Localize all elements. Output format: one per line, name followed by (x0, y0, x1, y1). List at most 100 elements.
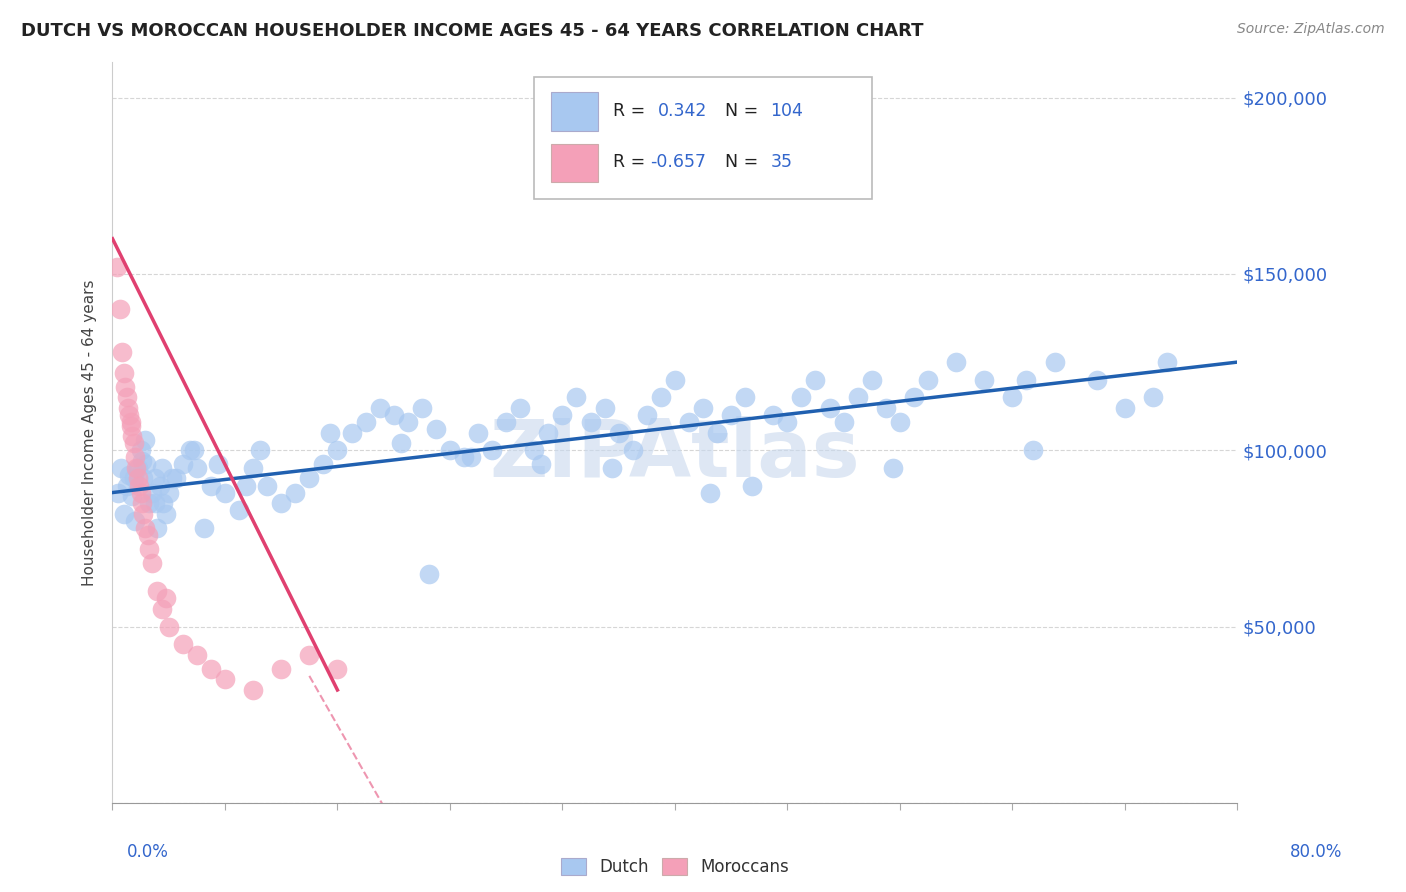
Point (762, 408, 785, 422)
Point (636, 408, 658, 422)
Point (172, 637, 194, 651)
Point (186, 648, 208, 662)
Point (607, 425, 630, 440)
Point (889, 415, 911, 429)
Point (860, 373, 883, 387)
Point (319, 425, 342, 440)
Point (131, 454, 153, 468)
Point (326, 443, 349, 458)
Text: DUTCH VS MOROCCAN HOUSEHOLDER INCOME AGES 45 - 64 YEARS CORRELATION CHART: DUTCH VS MOROCCAN HOUSEHOLDER INCOME AGE… (21, 22, 924, 40)
Point (495, 415, 517, 429)
Point (425, 422, 447, 436)
Text: 35: 35 (770, 153, 793, 171)
Point (537, 425, 560, 440)
Point (121, 489, 143, 503)
Point (418, 566, 440, 581)
Point (832, 415, 855, 429)
Point (439, 443, 461, 458)
Text: R =: R = (613, 153, 645, 171)
Point (460, 450, 482, 465)
Point (120, 418, 142, 433)
Point (249, 443, 271, 458)
Point (155, 591, 177, 606)
Point (509, 401, 531, 415)
Point (298, 471, 321, 485)
Point (396, 415, 419, 429)
Text: 0.0%: 0.0% (127, 843, 169, 861)
Point (143, 496, 166, 510)
Point (530, 458, 553, 472)
Point (132, 507, 155, 521)
Point (720, 408, 742, 422)
Text: -0.657: -0.657 (650, 153, 706, 171)
Point (776, 415, 799, 429)
Point (150, 602, 173, 616)
Point (134, 433, 156, 447)
Point (298, 648, 321, 662)
Point (138, 496, 160, 510)
Point (565, 390, 588, 404)
Point (122, 436, 145, 450)
Point (110, 461, 132, 475)
Point (453, 450, 475, 465)
Point (312, 458, 335, 472)
Point (664, 373, 686, 387)
Point (129, 443, 152, 458)
Point (129, 485, 152, 500)
Point (157, 619, 180, 633)
Point (118, 408, 141, 422)
Point (214, 673, 236, 687)
Point (118, 467, 141, 482)
Point (284, 485, 307, 500)
Point (593, 401, 616, 415)
Point (117, 401, 139, 415)
Point (141, 556, 163, 570)
Point (112, 366, 135, 380)
Point (650, 390, 672, 404)
Point (121, 415, 143, 429)
Point (481, 443, 503, 458)
Point (973, 373, 995, 387)
Point (551, 408, 574, 422)
Point (875, 401, 897, 415)
Text: 104: 104 (770, 102, 803, 120)
Point (124, 514, 146, 528)
Text: N =: N = (725, 102, 759, 120)
Point (152, 496, 174, 510)
Point (135, 458, 157, 472)
Point (242, 683, 264, 698)
Point (105, 260, 128, 274)
Point (155, 507, 177, 521)
Point (1001, 390, 1024, 404)
Point (108, 302, 131, 317)
FancyBboxPatch shape (551, 144, 599, 182)
Point (790, 390, 813, 404)
Point (692, 401, 714, 415)
Point (340, 425, 363, 440)
Point (917, 373, 939, 387)
Point (107, 485, 129, 500)
Point (179, 443, 201, 458)
Point (193, 521, 215, 535)
Point (134, 521, 156, 535)
Point (256, 478, 278, 492)
Text: Source: ZipAtlas.com: Source: ZipAtlas.com (1237, 22, 1385, 37)
Point (1043, 355, 1066, 369)
Point (523, 443, 546, 458)
Point (235, 478, 257, 492)
Point (132, 471, 155, 485)
Legend: Dutch, Moroccans: Dutch, Moroccans (561, 858, 789, 876)
Point (112, 507, 135, 521)
Text: N =: N = (725, 153, 759, 171)
Point (354, 415, 377, 429)
Text: R =: R = (613, 102, 651, 120)
Point (186, 461, 208, 475)
Point (114, 380, 136, 394)
Text: 80.0%: 80.0% (1291, 843, 1343, 861)
Point (1114, 401, 1136, 415)
Point (127, 461, 149, 475)
Point (1085, 373, 1108, 387)
Point (121, 429, 143, 443)
Point (1156, 355, 1178, 369)
Point (1015, 373, 1038, 387)
